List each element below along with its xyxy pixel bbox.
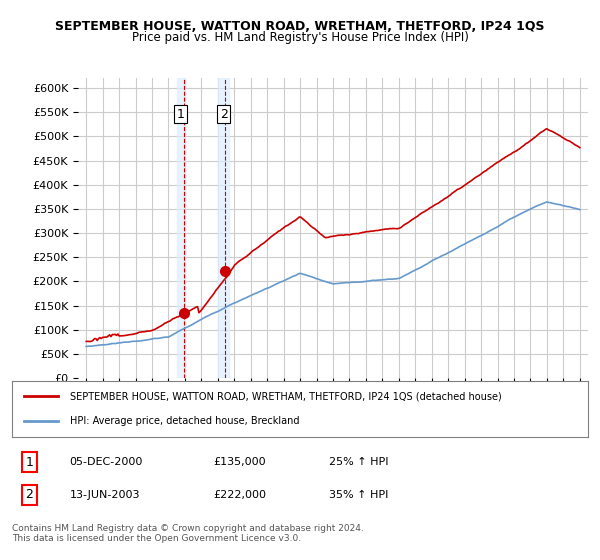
Text: 1: 1: [177, 108, 185, 121]
Text: £135,000: £135,000: [214, 457, 266, 467]
Text: 25% ↑ HPI: 25% ↑ HPI: [329, 457, 388, 467]
Text: 2: 2: [220, 108, 227, 121]
Text: 05-DEC-2000: 05-DEC-2000: [70, 457, 143, 467]
Text: SEPTEMBER HOUSE, WATTON ROAD, WRETHAM, THETFORD, IP24 1QS (detached house): SEPTEMBER HOUSE, WATTON ROAD, WRETHAM, T…: [70, 391, 502, 402]
Text: SEPTEMBER HOUSE, WATTON ROAD, WRETHAM, THETFORD, IP24 1QS: SEPTEMBER HOUSE, WATTON ROAD, WRETHAM, T…: [55, 20, 545, 32]
Text: £222,000: £222,000: [214, 490, 266, 500]
Bar: [177, 78, 185, 378]
Text: 13-JUN-2003: 13-JUN-2003: [70, 490, 140, 500]
Text: 1: 1: [25, 455, 33, 469]
Bar: [218, 78, 229, 378]
Text: 35% ↑ HPI: 35% ↑ HPI: [329, 490, 388, 500]
Text: HPI: Average price, detached house, Breckland: HPI: Average price, detached house, Brec…: [70, 416, 299, 426]
Text: Contains HM Land Registry data © Crown copyright and database right 2024.
This d: Contains HM Land Registry data © Crown c…: [12, 524, 364, 543]
Text: 2: 2: [25, 488, 33, 501]
Text: Price paid vs. HM Land Registry's House Price Index (HPI): Price paid vs. HM Land Registry's House …: [131, 31, 469, 44]
